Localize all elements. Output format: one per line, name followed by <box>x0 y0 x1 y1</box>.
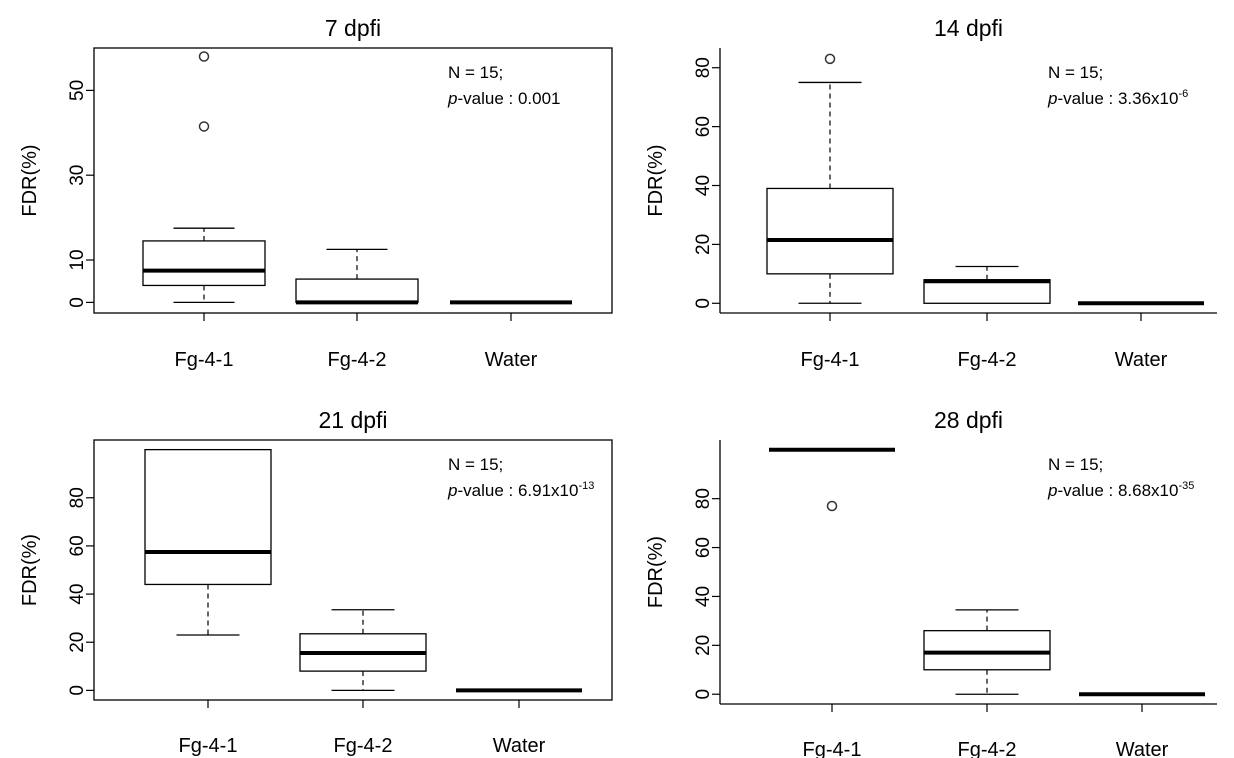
p-value-label: p-value : 8.68x10-35 <box>1047 480 1194 500</box>
y-tick-label: 30 <box>67 165 88 186</box>
p-value-exponent: -6 <box>1178 88 1188 100</box>
box-fg-4-2 <box>299 609 427 692</box>
chart-title: 14 dpfi <box>934 15 1003 41</box>
y-tick-label: 20 <box>693 234 714 255</box>
x-tick-label: Water <box>1115 349 1168 371</box>
y-tick-label: 80 <box>693 57 714 78</box>
y-tick-label: 40 <box>693 175 714 196</box>
sample-size-label: N = 15; <box>448 455 503 474</box>
y-tick-label: 0 <box>693 689 714 700</box>
box-fg-4-1 <box>766 53 894 304</box>
y-axis-label: FDR(%) <box>645 144 667 216</box>
x-tick-label: Water <box>485 349 538 371</box>
p-value-text: -value : 6.91x10 <box>457 481 578 500</box>
x-tick-label: Fg-4-1 <box>801 349 860 371</box>
sample-size-label: N = 15; <box>448 63 503 82</box>
x-tick-label: Water <box>493 735 546 757</box>
x-tick-label: Water <box>1116 739 1169 758</box>
box-body <box>295 278 419 304</box>
p-value-text: -value : 0.001 <box>457 89 560 108</box>
chart-title: 21 dpfi <box>318 407 387 433</box>
y-tick-label: 0 <box>693 298 714 309</box>
y-tick-label: 80 <box>67 487 88 508</box>
box-body <box>923 279 1051 304</box>
p-italic: p <box>447 89 457 108</box>
x-tick-label: Fg-4-2 <box>958 349 1017 371</box>
p-value-label: p-value : 0.001 <box>447 89 560 108</box>
p-italic: p <box>1047 89 1057 108</box>
chart-panel: 28 dpfi 0 20 40 60 80 FDR(%) Fg-4-1 Fg-4-2 Water N… <box>645 407 1217 758</box>
outlier-point <box>198 51 210 62</box>
y-tick-label: 40 <box>67 584 88 605</box>
chart-title: 7 dpfi <box>325 15 381 41</box>
chart-panel: 21 dpfi 0 20 40 60 80 FDR(%) Fg-4-1 Fg-4-2 Water N… <box>19 407 613 757</box>
y-tick-label: 0 <box>67 685 88 696</box>
y-axis-label: FDR(%) <box>645 536 667 608</box>
y-tick-label: 20 <box>67 632 88 653</box>
y-tick-label: 50 <box>67 80 88 101</box>
box-fg-4-2 <box>923 609 1051 695</box>
p-italic: p <box>1047 481 1057 500</box>
chart-title: 28 dpfi <box>934 407 1003 433</box>
outlier-point <box>198 121 210 132</box>
y-tick-label: 60 <box>693 116 714 137</box>
p-value-label: p-value : 6.91x10-13 <box>447 480 594 500</box>
p-value-exponent: -13 <box>578 480 594 492</box>
box-body <box>144 448 272 586</box>
outlier-point <box>824 53 836 65</box>
p-value-text: -value : 3.36x10 <box>1057 89 1178 108</box>
y-tick-label: 80 <box>693 488 714 509</box>
p-value-label: p-value : 3.36x10-6 <box>1047 88 1188 108</box>
x-tick-label: Fg-4-2 <box>958 739 1017 758</box>
box-body <box>923 630 1051 671</box>
y-tick-label: 60 <box>693 537 714 558</box>
x-tick-label: Fg-4-2 <box>334 735 393 757</box>
box-body <box>142 240 266 287</box>
box-fg-4-2 <box>923 265 1051 304</box>
x-tick-label: Fg-4-1 <box>179 735 238 757</box>
x-tick-label: Fg-4-1 <box>175 349 234 371</box>
sample-size-label: N = 15; <box>1048 455 1103 474</box>
y-tick-label: 0 <box>67 297 88 308</box>
chart-panel: 14 dpfi 0 20 40 60 80 FDR(%) Fg-4-1 Fg-4-2 Water N… <box>645 15 1217 371</box>
box-fg-4-2 <box>295 248 419 305</box>
y-tick-label: 10 <box>67 249 88 270</box>
y-tick-label: 60 <box>67 535 88 556</box>
box-body <box>766 187 894 275</box>
x-tick-label: Fg-4-1 <box>803 739 862 758</box>
y-tick-label: 40 <box>693 586 714 607</box>
plot-frame <box>93 47 613 314</box>
chart-panel: 7 dpfi 0 10 30 50 FDR(%) Fg-4-1 Fg-4-2 Water N = … <box>19 15 613 371</box>
p-value-text: -value : 8.68x10 <box>1057 481 1178 500</box>
sample-size-label: N = 15; <box>1048 63 1103 82</box>
plot-frame <box>93 439 613 701</box>
x-tick-label: Fg-4-2 <box>328 349 387 371</box>
box-fg-4-1 <box>144 448 272 636</box>
y-tick-label: 20 <box>693 635 714 656</box>
box-fg-4-1 <box>142 51 266 304</box>
outlier-point <box>826 500 838 512</box>
p-value-exponent: -35 <box>1178 480 1194 492</box>
box-fg-4-1 <box>769 447 895 512</box>
y-axis-label: FDR(%) <box>19 144 41 216</box>
y-axis-label: FDR(%) <box>19 534 41 606</box>
p-italic: p <box>447 481 457 500</box>
